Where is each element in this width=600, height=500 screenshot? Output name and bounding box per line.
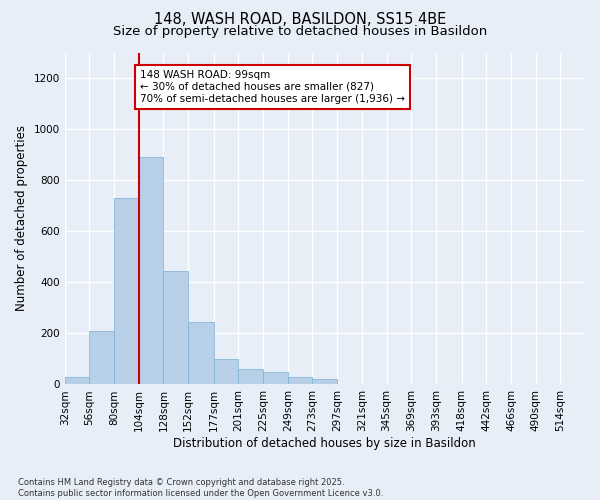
Bar: [188, 322, 214, 384]
Bar: [214, 359, 238, 384]
Text: Contains HM Land Registry data © Crown copyright and database right 2025.
Contai: Contains HM Land Registry data © Crown c…: [18, 478, 383, 498]
Bar: [263, 372, 288, 384]
Bar: [114, 198, 139, 384]
Bar: [238, 369, 263, 384]
Bar: [288, 377, 313, 384]
Bar: [313, 380, 337, 384]
Text: 148, WASH ROAD, BASILDON, SS15 4BE: 148, WASH ROAD, BASILDON, SS15 4BE: [154, 12, 446, 28]
Text: 148 WASH ROAD: 99sqm
← 30% of detached houses are smaller (827)
70% of semi-deta: 148 WASH ROAD: 99sqm ← 30% of detached h…: [140, 70, 405, 104]
Bar: [163, 271, 188, 384]
Bar: [89, 331, 114, 384]
Bar: [139, 157, 163, 384]
Bar: [65, 377, 89, 384]
Y-axis label: Number of detached properties: Number of detached properties: [15, 126, 28, 312]
X-axis label: Distribution of detached houses by size in Basildon: Distribution of detached houses by size …: [173, 437, 476, 450]
Text: Size of property relative to detached houses in Basildon: Size of property relative to detached ho…: [113, 25, 487, 38]
